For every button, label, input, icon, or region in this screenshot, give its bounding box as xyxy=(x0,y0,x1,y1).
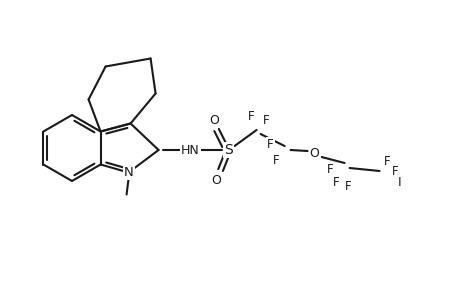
Text: F: F xyxy=(383,154,390,167)
Text: F: F xyxy=(263,113,269,127)
Text: F: F xyxy=(326,163,333,176)
Text: N: N xyxy=(123,166,133,179)
Text: HN: HN xyxy=(181,143,200,157)
Text: F: F xyxy=(332,176,339,190)
Text: F: F xyxy=(392,164,398,178)
Text: S: S xyxy=(224,143,232,157)
Text: F: F xyxy=(273,154,279,166)
Text: O: O xyxy=(309,146,319,160)
Text: O: O xyxy=(209,113,219,127)
Text: F: F xyxy=(267,137,273,151)
Text: F: F xyxy=(345,181,351,194)
Text: O: O xyxy=(211,173,221,187)
Text: F: F xyxy=(248,110,254,122)
Text: I: I xyxy=(397,176,401,190)
